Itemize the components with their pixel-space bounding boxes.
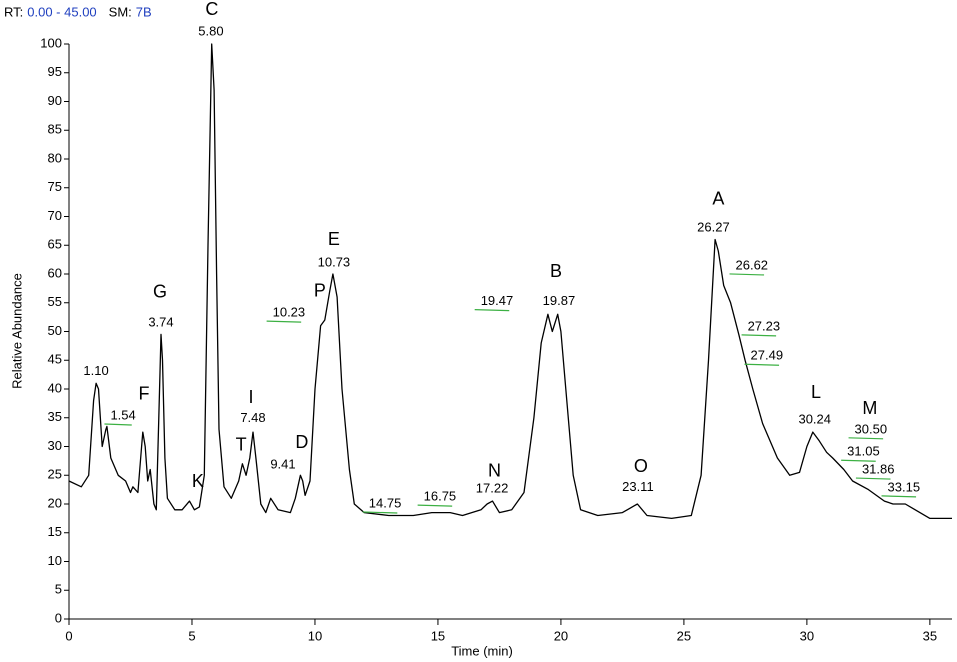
y-tick-label: 45: [48, 352, 62, 367]
y-tick-label: 25: [48, 467, 62, 482]
y-tick-label: 75: [48, 179, 62, 194]
y-axis-label: Relative Abundance: [9, 273, 24, 389]
y-tick-label: 95: [48, 64, 62, 79]
peak-rt-label: 27.23: [748, 318, 781, 333]
peak-letter: P: [314, 281, 326, 301]
peak-rt-label: 10.23: [273, 305, 306, 320]
peak-rt-label: 14.75: [369, 495, 402, 510]
peak-rt-label: 23.11: [622, 479, 654, 494]
peak-rt-label: 10.73: [318, 255, 351, 270]
y-tick-label: 50: [48, 323, 62, 338]
baseline-mark: [266, 320, 302, 323]
peak-rt-label: 5.80: [198, 23, 223, 38]
trace: [68, 43, 952, 520]
peak-letter: N: [488, 461, 501, 481]
x-axis-label: Time (min): [451, 643, 513, 658]
y-tick-label: 70: [48, 208, 62, 223]
header-text: 7B: [136, 4, 152, 19]
y-tick-label: 5: [55, 582, 62, 597]
y-tick-label: 80: [48, 150, 62, 165]
header-text: 0.00 - 45.00: [27, 4, 96, 19]
y-tick-label: 10: [48, 553, 62, 568]
baseline-mark: [729, 273, 765, 276]
peak-letter: E: [328, 229, 340, 249]
peak-letter: O: [634, 456, 648, 476]
peak-rt-label: 33.15: [888, 479, 921, 494]
peak-letter: I: [249, 387, 254, 407]
peak-rt-label: 30.50: [855, 421, 888, 436]
peak-letter: F: [139, 384, 150, 404]
y-tick-label: 0: [55, 610, 62, 625]
peak-rt-label: 1.54: [110, 407, 135, 422]
peak-letter: T: [236, 435, 247, 455]
baseline-mark: [362, 511, 398, 514]
x-tick-label: 5: [188, 628, 195, 643]
peak-letter: B: [550, 261, 562, 281]
peak-rt-label: 9.41: [270, 456, 295, 471]
peak-rt-label: 17.22: [476, 480, 509, 495]
peak-rt-label: 16.75: [424, 489, 457, 504]
peak-letter: A: [712, 189, 724, 209]
y-tick-label: 65: [48, 237, 62, 252]
peak-rt-label: 30.24: [798, 411, 831, 426]
y-tick-label: 60: [48, 265, 62, 280]
baseline-mark: [104, 423, 132, 426]
baseline-mark: [881, 495, 917, 498]
peak-rt-label: 7.48: [240, 410, 265, 425]
baseline-mark: [841, 459, 876, 462]
y-tick-label: 40: [48, 380, 62, 395]
x-tick-label: 25: [677, 628, 691, 643]
peak-letter: D: [295, 432, 308, 452]
header-text: RT:: [4, 4, 23, 19]
peak-rt-label: 19.87: [543, 293, 576, 308]
baseline-mark: [417, 504, 453, 507]
peak-letter: K: [192, 471, 204, 491]
baseline-mark: [474, 309, 510, 312]
peak-rt-label: 26.27: [697, 219, 730, 234]
peak-rt-label: 3.74: [148, 314, 173, 329]
x-tick-label: 0: [65, 628, 72, 643]
baseline-mark: [855, 477, 891, 480]
x-tick-label: 10: [308, 628, 322, 643]
peak-rt-label: 31.86: [862, 462, 895, 477]
x-tick-label: 15: [431, 628, 445, 643]
x-tick-label: 20: [554, 628, 568, 643]
y-tick-label: 85: [48, 122, 62, 137]
peak-letter: L: [811, 382, 821, 402]
peak-letter: C: [205, 0, 218, 19]
x-tick-label: 35: [923, 628, 937, 643]
y-tick-label: 55: [48, 294, 62, 309]
y-tick-label: 20: [48, 495, 62, 510]
y-tick-label: 30: [48, 438, 62, 453]
y-tick-label: 15: [48, 524, 62, 539]
peak-rt-label: 26.62: [736, 257, 769, 272]
peak-letter: M: [862, 398, 877, 418]
y-tick-label: 90: [48, 93, 62, 108]
baseline-mark: [741, 334, 777, 337]
y-tick-label: 100: [40, 35, 62, 50]
peak-rt-label: 1.10: [83, 363, 108, 378]
x-tick-label: 30: [800, 628, 814, 643]
peak-rt-label: 31.05: [847, 444, 880, 459]
peak-letter: G: [153, 282, 167, 302]
y-tick-label: 35: [48, 409, 62, 424]
baseline-mark: [744, 363, 780, 366]
peak-rt-label: 19.47: [481, 293, 514, 308]
peak-rt-label: 27.49: [751, 348, 784, 363]
baseline-mark: [848, 437, 884, 440]
header-text: SM:: [109, 4, 132, 19]
